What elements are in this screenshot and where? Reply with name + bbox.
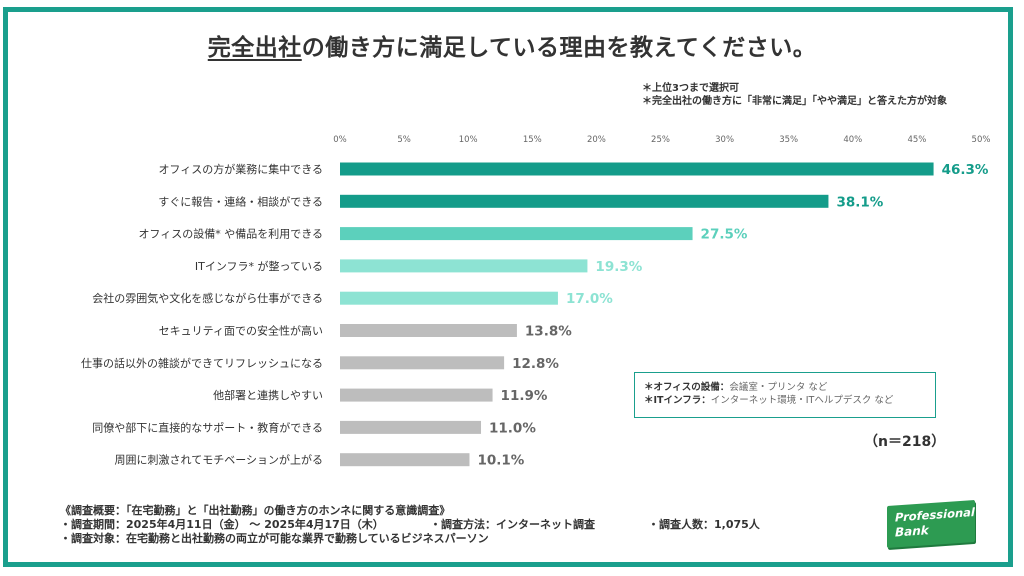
x-tick-label: 50%	[972, 135, 991, 145]
title-underlined: 完全出社	[207, 35, 302, 61]
category-label: 仕事の話以外の雑談ができてリフレッシュになる	[81, 356, 323, 370]
legend-office-key: ＊オフィスの設備：	[644, 382, 730, 393]
x-tick-label: 15%	[523, 135, 542, 145]
bar	[340, 388, 493, 402]
chart-frame	[3, 7, 1013, 567]
page-title: 完全出社の働き方に満足している理由を教えてください。	[0, 28, 1024, 62]
note-target: ＊完全出社の働き方に「非常に満足」「やや満足」と答えた方が対象	[642, 96, 947, 107]
category-label: オフィスの設備* や備品を利用できる	[138, 227, 323, 241]
x-tick-label: 35%	[779, 135, 798, 145]
legend-it-key: ＊ITインフラ：	[644, 395, 711, 406]
category-label: 他部署と連携しやすい	[213, 388, 323, 402]
x-tick-label: 20%	[587, 135, 606, 145]
data-label: 13.8%	[525, 324, 572, 340]
survey-overview: 《調査概要：「在宅勤務」と「出社勤務」の働き方のホンネに関する意識調査》 ・調査…	[60, 504, 760, 546]
data-label: 10.1%	[477, 453, 524, 469]
survey-method: ・調査方法：インターネット調査	[430, 518, 595, 531]
x-tick-label: 10%	[459, 135, 478, 145]
data-label: 17.0%	[566, 291, 613, 307]
category-label: 会社の雰囲気や文化を感じながら仕事ができる	[92, 291, 323, 305]
survey-target: ・調査対象：在宅勤務と出社勤務の両立が可能な業界で勤務しているビジネスパーソン	[60, 532, 489, 545]
category-label: セキュリティ面での安全性が高い	[159, 324, 323, 338]
survey-count: ・調査人数：1,075人	[648, 518, 760, 531]
data-label: 19.3%	[595, 259, 642, 275]
category-label: 周囲に刺激されてモチベーションが上がる	[115, 453, 323, 467]
data-label: 12.8%	[512, 356, 559, 372]
data-label: 38.1%	[836, 194, 883, 210]
survey-title: 《調査概要：「在宅勤務」と「出社勤務」の働き方のホンネに関する意識調査》	[60, 504, 451, 517]
legend-box: ＊オフィスの設備：会議室・プリンタ など ＊ITインフラ：インターネット環境・I…	[634, 372, 936, 418]
x-tick-label: 5%	[397, 135, 411, 145]
category-label: すぐに報告・連絡・相談ができる	[158, 194, 323, 208]
bar	[340, 194, 829, 208]
bar	[340, 420, 482, 434]
x-tick-label: 0%	[333, 135, 347, 145]
logo-line2: Bank	[895, 523, 929, 540]
x-tick-label: 25%	[651, 135, 670, 145]
data-label: 27.5%	[701, 227, 748, 243]
x-tick-label: 30%	[715, 135, 734, 145]
logo-line1: Professional	[895, 504, 975, 525]
data-label: 11.0%	[489, 420, 536, 436]
data-label: 11.9%	[501, 388, 548, 404]
category-label: オフィスの方が業務に集中できる	[158, 162, 323, 176]
chart-notes: ＊上位3つまで選択可 ＊完全出社の働き方に「非常に満足」「やや満足」と答えた方が…	[642, 82, 947, 108]
professional-bank-logo: Professional Bank	[887, 499, 975, 549]
legend-it-value: インターネット環境・ITヘルプデスク など	[710, 395, 894, 406]
note-select-limit: ＊上位3つまで選択可	[642, 83, 739, 94]
legend-it: ＊ITインフラ：インターネット環境・ITヘルプデスク など	[644, 394, 926, 407]
bar	[340, 324, 517, 337]
bar	[340, 356, 505, 370]
x-tick-label: 40%	[843, 135, 862, 145]
legend-office: ＊オフィスの設備：会議室・プリンタ など	[644, 381, 926, 394]
legend-office-value: 会議室・プリンタ など	[729, 382, 828, 393]
title-rest: の働き方に満足している理由を教えてください。	[301, 35, 817, 61]
category-label: 同僚や部下に直接的なサポート・教育ができる	[92, 420, 323, 434]
bar	[340, 259, 588, 273]
survey-details: ・調査期間：2025年4月11日（金） 〜 2025年4月17日（木） ・調査方法…	[60, 518, 760, 532]
category-label: ITインフラ* が整っている	[195, 259, 323, 273]
data-label: 46.3%	[942, 162, 989, 178]
bar	[340, 453, 470, 467]
bar	[340, 162, 934, 176]
x-tick-label: 45%	[907, 135, 926, 145]
sample-size: （n＝218）	[864, 434, 946, 450]
survey-period: ・調査期間：2025年4月11日（金） 〜 2025年4月17日（木）	[60, 518, 384, 531]
bar	[340, 291, 558, 305]
bar	[340, 227, 693, 241]
